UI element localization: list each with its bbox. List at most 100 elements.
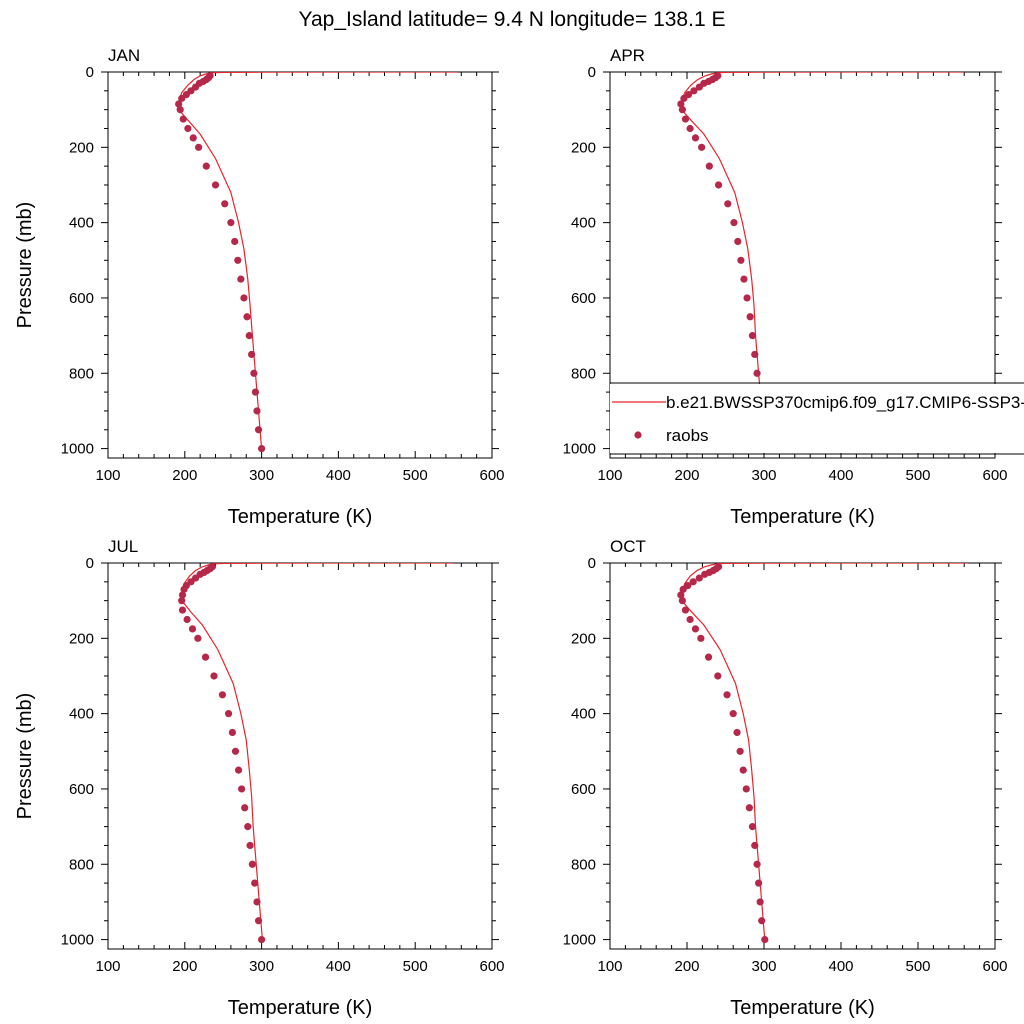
obs-point — [758, 917, 766, 925]
obs-point — [175, 100, 183, 108]
obs-point — [679, 585, 687, 593]
panel-title: JUL — [108, 537, 138, 556]
obs-point — [250, 369, 258, 377]
x-tick-label: 200 — [674, 467, 699, 484]
x-tick-label: 600 — [479, 467, 504, 484]
obs-point — [238, 785, 246, 793]
obs-point — [733, 728, 741, 737]
panel-jan: 100 200 300 400 500 600 0 200 400 600 800 1000 JAN Te… — [14, 46, 505, 528]
x-tick-label: 400 — [326, 467, 351, 484]
obs-point — [183, 615, 191, 624]
obs-point — [202, 162, 210, 170]
obs-point — [194, 634, 202, 642]
obs-point — [258, 444, 266, 453]
obs-point — [695, 574, 703, 582]
y-tick-label: 0 — [86, 64, 94, 81]
figure-title: Yap_Island latitude= 9.4 N longitude= 13… — [299, 8, 726, 31]
x-tick-label: 200 — [172, 958, 197, 975]
obs-point — [739, 766, 747, 774]
plot-area — [175, 72, 458, 453]
obs-point — [251, 879, 259, 887]
obs-point — [689, 578, 697, 586]
obs-point — [753, 369, 761, 377]
y-tick-label: 200 — [571, 139, 596, 156]
x-tick-label: 600 — [479, 958, 504, 975]
obs-point — [241, 804, 249, 812]
obs-point — [254, 917, 263, 925]
y-axis-title: Pressure (mb) — [14, 202, 36, 329]
obs-point — [248, 350, 256, 359]
x-axis-title: Temperature (K) — [730, 506, 875, 528]
obs-point — [254, 426, 263, 434]
y-tick-label: 800 — [69, 856, 94, 873]
y-tick-label: 400 — [571, 706, 596, 723]
y-tick-label: 200 — [571, 630, 596, 647]
obs-point — [691, 134, 700, 142]
x-tick-label: 400 — [326, 958, 351, 975]
panel-title: APR — [610, 46, 645, 65]
obs-point — [240, 294, 248, 302]
obs-point — [756, 898, 764, 906]
y-axis-title: Pressure (mb) — [14, 693, 36, 820]
x-tick-label: 500 — [403, 467, 428, 484]
obs-point — [184, 124, 192, 133]
obs-point — [210, 672, 218, 680]
obs-point — [698, 143, 706, 151]
obs-point — [748, 332, 757, 340]
obs-point — [246, 841, 254, 850]
obs-point — [690, 87, 698, 95]
x-tick-label: 600 — [982, 958, 1007, 975]
obs-point — [723, 691, 731, 699]
obs-point — [178, 94, 186, 102]
obs-point — [736, 747, 744, 755]
y-tick-label: 600 — [69, 781, 94, 798]
panel-title: JAN — [108, 46, 140, 65]
y-tick-label: 800 — [571, 856, 596, 873]
x-tick-label: 100 — [597, 467, 622, 484]
obs-point — [740, 275, 748, 283]
legend-background — [610, 384, 1024, 453]
legend-obs-swatch — [634, 431, 642, 439]
obs-point — [244, 823, 252, 831]
obs-point — [179, 115, 187, 123]
obs-point — [201, 653, 210, 661]
obs-point — [253, 898, 261, 906]
obs-point — [714, 672, 722, 680]
model-series-line — [181, 563, 454, 940]
obs-point — [253, 407, 261, 415]
panel-apr: 100 200 300 400 500 600 0 200 400 600 800 1000 APR Te… — [563, 46, 1008, 528]
obs-point — [737, 256, 745, 264]
y-tick-label: 0 — [86, 555, 94, 572]
obs-point — [714, 181, 723, 189]
obs-point — [178, 591, 187, 599]
x-tick-label: 500 — [905, 467, 930, 484]
obs-point — [748, 823, 757, 831]
obs-point — [705, 162, 713, 170]
x-axis-title: Temperature (K) — [228, 506, 373, 528]
obs-point — [188, 625, 197, 633]
y-tick-label: 200 — [69, 139, 94, 156]
obs-point — [681, 606, 690, 614]
obs-point — [237, 275, 245, 283]
obs-point — [686, 124, 694, 133]
obs-point — [228, 728, 237, 737]
obs-point — [761, 935, 769, 944]
obs-point — [248, 860, 256, 868]
y-tick-label: 600 — [571, 290, 596, 307]
obs-point — [221, 200, 229, 208]
obs-point — [730, 219, 738, 227]
obs-point — [742, 785, 750, 793]
legend-obs-label: raobs — [666, 426, 709, 445]
obs-point — [243, 313, 251, 321]
obs-point — [189, 134, 197, 142]
obs-point — [180, 585, 188, 593]
obs-point — [743, 294, 751, 302]
obs-point — [697, 634, 705, 642]
obs-point — [701, 570, 709, 578]
x-tick-label: 200 — [172, 467, 197, 484]
y-tick-label: 400 — [571, 215, 596, 232]
obs-point — [729, 710, 737, 718]
x-axis-title: Temperature (K) — [228, 997, 373, 1019]
plot-area — [178, 563, 454, 944]
